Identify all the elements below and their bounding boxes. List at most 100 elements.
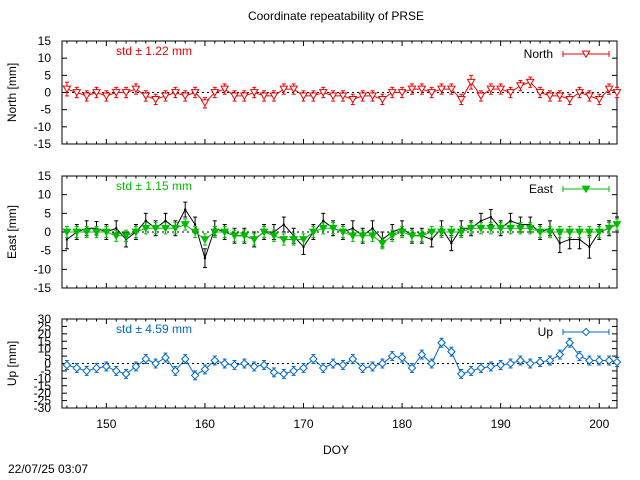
north-data-point	[427, 89, 437, 97]
x-axis-label: DOY	[323, 443, 349, 457]
up-data-point	[427, 359, 436, 368]
up-data-point	[309, 354, 318, 364]
x-tick-label: 190	[491, 417, 511, 431]
up-data-point	[604, 356, 614, 365]
east-legend-label: East	[529, 182, 554, 196]
up-data-point	[525, 359, 535, 368]
north-data-point	[190, 89, 200, 97]
east-data-point	[368, 232, 377, 240]
up-data-point	[161, 353, 170, 362]
up-data-point	[585, 356, 594, 365]
east-data-point	[555, 228, 565, 237]
up-data-point	[82, 366, 91, 376]
north-data-point	[239, 92, 249, 101]
up-data-point	[121, 369, 131, 379]
up-y-tick-label: -30	[34, 401, 52, 415]
east-data-point	[612, 221, 622, 229]
north-data-point	[249, 89, 259, 97]
east-raw-point	[184, 208, 187, 211]
east-y-axis-label: East [mm]	[5, 205, 19, 259]
timestamp: 22/07/25 03:07	[8, 462, 88, 476]
up-y-tick-label: -5	[40, 364, 51, 378]
east-data-point	[535, 228, 545, 237]
east-data-point	[456, 228, 466, 237]
north-data-point	[121, 89, 131, 97]
east-raw-point	[164, 219, 167, 222]
north-data-point	[220, 85, 230, 94]
north-std-annotation: std ± 1.22 mm	[116, 44, 192, 58]
north-data-point	[180, 92, 190, 101]
east-data-point	[466, 224, 476, 233]
up-data-point	[387, 351, 397, 361]
up-data-point	[210, 356, 220, 365]
east-data-point	[259, 228, 269, 237]
up-data-point	[476, 363, 486, 373]
north-data-point	[584, 92, 594, 101]
up-data-point	[72, 363, 82, 373]
north-y-tick-label: 10	[38, 51, 52, 65]
chart-title: Coordinate repeatability of PRSE	[248, 9, 424, 23]
north-y-tick-label: 15	[38, 34, 52, 48]
east-data-point	[161, 224, 170, 233]
east-data-point	[358, 232, 368, 240]
east-raw-point	[115, 227, 118, 230]
north-data-point	[604, 85, 614, 94]
up-data-point	[437, 338, 446, 348]
up-data-point	[240, 359, 249, 368]
up-data-point	[338, 360, 348, 370]
north-data-point	[111, 89, 121, 97]
east-raw-point	[322, 219, 325, 222]
up-data-point	[220, 359, 229, 368]
up-data-point	[575, 351, 584, 361]
up-data-point	[397, 353, 407, 362]
up-data-point	[259, 360, 269, 370]
up-y-tick-label: -20	[34, 386, 52, 400]
east-raw-point	[144, 219, 147, 222]
x-tick-label: 160	[195, 417, 215, 431]
east-y-tick-label: 0	[44, 225, 51, 239]
east-data-point	[180, 221, 190, 229]
x-tick-label: 170	[294, 417, 314, 431]
up-std-annotation: std ± 4.59 mm	[116, 322, 192, 336]
north-data-point	[496, 85, 506, 94]
east-data-point	[437, 228, 447, 237]
up-data-point	[190, 371, 200, 380]
up-data-point	[466, 366, 476, 376]
up-data-point	[506, 359, 515, 368]
north-data-point	[594, 95, 604, 104]
east-raw-point	[302, 245, 305, 249]
up-data-point	[230, 360, 239, 370]
east-raw-point	[479, 219, 483, 222]
east-raw-point	[578, 238, 581, 241]
east-data-point	[496, 224, 506, 233]
north-data-point	[545, 92, 555, 101]
up-data-point	[102, 362, 111, 371]
north-data-point	[535, 89, 545, 97]
up-data-point	[279, 369, 289, 379]
north-data-point	[72, 89, 82, 97]
north-y-axis-label: North [mm]	[5, 63, 19, 122]
up-data-point	[368, 362, 377, 371]
east-data-point	[348, 232, 358, 240]
up-y-tick-label: 10	[38, 342, 52, 356]
east-data-point	[289, 236, 299, 244]
north-data-point	[437, 85, 447, 94]
north-data-point	[328, 92, 338, 101]
east-raw-point	[568, 238, 571, 241]
east-data-point	[575, 228, 585, 237]
up-data-point	[318, 363, 328, 373]
up-data-point	[535, 357, 545, 367]
east-raw-point	[193, 223, 197, 226]
up-data-point	[328, 359, 338, 368]
east-data-point	[565, 228, 575, 237]
east-raw-point	[371, 227, 374, 230]
north-y-tick-label: -15	[34, 137, 52, 151]
up-y-tick-label: -10	[34, 371, 52, 385]
north-data-point	[101, 92, 111, 101]
up-data-point	[289, 366, 298, 376]
east-data-point	[200, 236, 210, 244]
east-raw-point	[588, 245, 591, 249]
east-data-point	[220, 228, 230, 237]
east-data-point	[318, 224, 328, 233]
